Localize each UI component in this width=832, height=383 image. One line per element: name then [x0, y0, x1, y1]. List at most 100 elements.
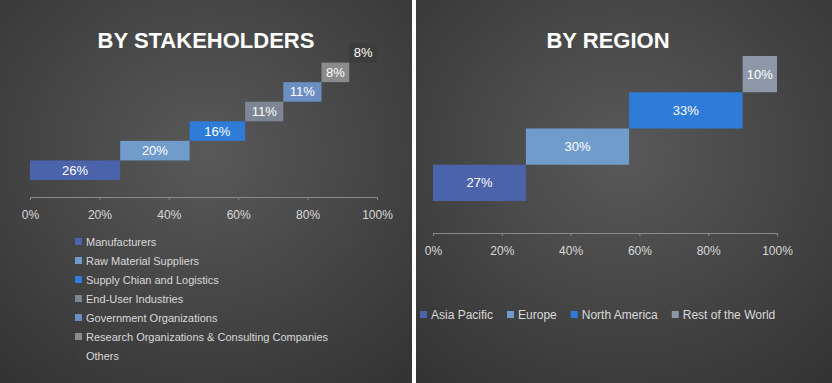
- data-label: 33%: [673, 103, 699, 118]
- legend-swatch: [672, 311, 679, 318]
- bar: [743, 56, 777, 92]
- tick-mark: [777, 233, 778, 236]
- legend-label: Raw Material Suppliers: [86, 255, 200, 267]
- legend-item: Supply Chian and Logistics: [75, 274, 219, 286]
- data-label: 10%: [747, 67, 773, 82]
- bars: [30, 43, 377, 180]
- tick-label: 40%: [559, 244, 583, 258]
- legend-swatch: [75, 257, 82, 264]
- tick: 60%: [628, 233, 652, 258]
- panel-background: [0, 0, 412, 383]
- bar: [190, 121, 246, 141]
- legend-item: Asia Pacific: [420, 308, 493, 322]
- x-axis: 0% 20% 40% 60% 80% 100%: [22, 197, 393, 222]
- tick-label: 20%: [88, 208, 112, 222]
- bar: [321, 63, 349, 83]
- legend-item: Research Organizations & Consulting Comp…: [75, 331, 329, 343]
- bar: [349, 43, 377, 63]
- data-label: 27%: [466, 175, 492, 190]
- tick-mark: [433, 233, 434, 236]
- data-label: 11%: [252, 104, 277, 119]
- tick: 0%: [425, 233, 443, 258]
- tick: 40%: [157, 197, 181, 222]
- tick-mark: [308, 197, 309, 200]
- tick: 80%: [697, 233, 721, 258]
- tick: 20%: [88, 197, 112, 222]
- tick: 100%: [362, 197, 393, 222]
- tick-mark: [708, 233, 709, 236]
- bar: [30, 160, 120, 180]
- bar: [629, 92, 743, 128]
- tick-label: 100%: [362, 208, 393, 222]
- data-label: 11%: [290, 84, 315, 99]
- chart-panel: BY REGION 27% 30% 33% 10% 0% 20% 40% 60% 80% 100% A…: [416, 0, 832, 383]
- legend-label: Europe: [518, 308, 557, 322]
- tick-mark: [30, 197, 31, 200]
- tick-label: 80%: [296, 208, 320, 222]
- tick-label: 60%: [227, 208, 251, 222]
- legend-swatch: [75, 314, 82, 321]
- data-label: 8%: [326, 65, 345, 80]
- tick-label: 0%: [425, 244, 443, 258]
- legend-label: North America: [582, 308, 658, 322]
- tick-label: 100%: [762, 244, 793, 258]
- legend-label: Government Organizations: [86, 312, 218, 324]
- legend-label: Research Organizations & Consulting Comp…: [86, 331, 329, 343]
- tick: 100%: [762, 233, 793, 258]
- legend-item: Europe: [507, 308, 557, 322]
- tick-mark: [238, 197, 239, 200]
- tick: 0%: [22, 197, 40, 222]
- tick-mark: [99, 197, 100, 200]
- tick-mark: [169, 197, 170, 200]
- legend-item: Government Organizations: [75, 312, 218, 324]
- tick-mark: [571, 233, 572, 236]
- bar: [526, 129, 629, 165]
- legend-label: Others: [86, 350, 120, 362]
- data-labels: 26% 20% 16% 11% 11% 8% 8%: [62, 45, 373, 177]
- tick-label: 20%: [490, 244, 514, 258]
- data-label: 16%: [204, 124, 230, 139]
- data-label: 8%: [354, 45, 373, 60]
- tick-mark: [377, 197, 378, 200]
- legend-swatch: [75, 276, 82, 283]
- bar: [283, 82, 321, 102]
- legend-swatch: [571, 311, 578, 318]
- legend-swatch: [75, 352, 82, 359]
- axis-line: [434, 233, 778, 234]
- legend-item: Manufacturers: [75, 236, 157, 248]
- legend-swatch: [75, 333, 82, 340]
- chart-root: BY STAKEHOLDERS 26% 20% 16% 11% 11% 8% 8% 0% 20% 4…: [0, 0, 832, 383]
- legend-swatch: [507, 311, 514, 318]
- legend-label: Asia Pacific: [431, 308, 493, 322]
- tick-label: 40%: [157, 208, 181, 222]
- tick-label: 60%: [628, 244, 652, 258]
- legend-swatch: [75, 238, 82, 245]
- legend-swatch: [420, 311, 427, 318]
- bar: [120, 141, 189, 161]
- tick-mark: [502, 233, 503, 236]
- data-label: 26%: [62, 163, 88, 178]
- legend-item: Raw Material Suppliers: [75, 255, 200, 267]
- chart-title: BY STAKEHOLDERS: [98, 28, 315, 53]
- tick-label: 0%: [22, 208, 40, 222]
- legend: Manufacturers Raw Material Suppliers Suppl…: [75, 236, 329, 362]
- bars: [433, 56, 777, 201]
- axis-line: [31, 197, 378, 198]
- bar: [433, 165, 526, 201]
- tick-label: 80%: [697, 244, 721, 258]
- tick: 20%: [490, 233, 514, 258]
- legend-swatch: [75, 295, 82, 302]
- data-labels: 27% 30% 33% 10%: [466, 67, 773, 191]
- chart-panel: BY STAKEHOLDERS 26% 20% 16% 11% 11% 8% 8% 0% 20% 4…: [0, 0, 412, 383]
- legend-label: Manufacturers: [86, 236, 157, 248]
- chart-title: BY REGION: [546, 28, 669, 53]
- legend-label: Rest of the World: [683, 308, 775, 322]
- tick: 80%: [296, 197, 320, 222]
- legend-item: North America: [571, 308, 658, 322]
- legend-label: End-User Industries: [86, 293, 184, 305]
- data-label: 30%: [564, 139, 590, 154]
- legend-item: Rest of the World: [672, 308, 775, 322]
- data-label: 20%: [142, 143, 168, 158]
- tick-mark: [639, 233, 640, 236]
- legend-item: Others: [75, 350, 120, 362]
